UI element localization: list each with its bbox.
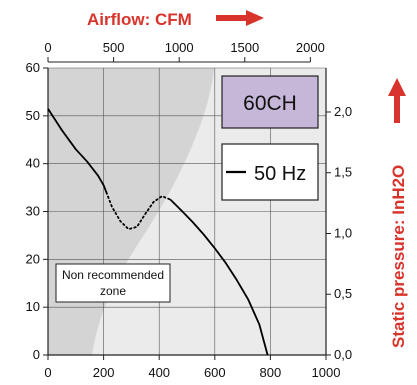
right-axis-title: Static pressure: InH2O (389, 165, 408, 348)
model-label: 60CH (243, 92, 297, 115)
legend-label: 50 Hz (254, 163, 306, 185)
left-tick-label: 0 (33, 347, 40, 362)
top-tick-label: 1500 (230, 40, 259, 55)
top-tick-label: 0 (44, 40, 51, 55)
top-tick-label: 500 (103, 40, 125, 55)
performance-curve (47, 108, 269, 356)
right-tick-label: 2,0 (334, 104, 352, 119)
right-tick-label: 1,0 (334, 225, 352, 240)
top-axis-ticks: 0 500 1000 1500 2000 (44, 40, 325, 63)
curve-segment-solid (169, 198, 269, 356)
left-tick-label: 40 (26, 156, 40, 171)
grid (48, 67, 326, 355)
left-tick-label: 30 (26, 204, 40, 219)
right-tick-label: 0,0 (334, 347, 352, 362)
bottom-tick-label: 400 (148, 365, 170, 380)
left-tick-label: 20 (26, 251, 40, 266)
top-axis-title: Airflow: CFM (87, 10, 192, 29)
zone-label-line2: zone (100, 284, 126, 298)
top-tick-label: 1000 (165, 40, 194, 55)
bottom-tick-label: 0 (44, 365, 51, 380)
zone-label-box (55, 263, 171, 303)
model-label-box (221, 75, 319, 129)
top-tick-label: 2000 (296, 40, 325, 55)
up-arrow-icon (388, 78, 406, 123)
curve-segment-solid (47, 108, 108, 193)
zone-label-line1: Non recommended (62, 268, 164, 282)
left-axis-ticks: 0 10 20 30 40 50 60 (26, 60, 48, 362)
bottom-axis-ticks: 0 200 400 600 800 1000 (44, 355, 340, 380)
bottom-tick-label: 200 (93, 365, 115, 380)
right-arrow-icon (216, 10, 264, 26)
bottom-tick-label: 800 (260, 365, 282, 380)
left-tick-label: 50 (26, 108, 40, 123)
left-tick-label: 60 (26, 60, 40, 75)
bottom-tick-label: 1000 (312, 365, 341, 380)
right-tick-label: 1,5 (334, 165, 352, 180)
right-axis-ticks: 0,0 0,5 1,0 1,5 2,0 (326, 104, 352, 362)
left-tick-label: 10 (26, 299, 40, 314)
right-tick-label: 0,5 (334, 286, 352, 301)
bottom-tick-label: 600 (204, 365, 226, 380)
